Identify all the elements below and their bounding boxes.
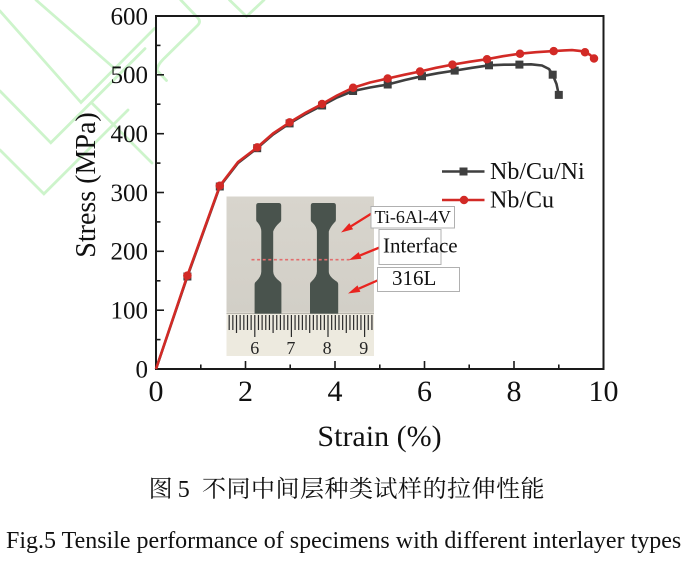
- svg-text:6: 6: [417, 375, 432, 408]
- svg-text:500: 500: [111, 62, 149, 89]
- svg-text:8: 8: [507, 375, 522, 408]
- svg-text:300: 300: [111, 180, 149, 207]
- svg-text:Fig.5 Tensile performance of s: Fig.5 Tensile performance of specimens w…: [6, 528, 681, 554]
- svg-text:10: 10: [589, 375, 619, 408]
- svg-text:9: 9: [359, 338, 368, 358]
- svg-text:Strain (%): Strain (%): [317, 420, 441, 453]
- svg-text:600: 600: [111, 3, 149, 30]
- svg-text:0: 0: [136, 356, 149, 383]
- svg-text:2: 2: [238, 375, 253, 408]
- svg-text:200: 200: [111, 239, 149, 266]
- svg-text:8: 8: [323, 338, 332, 358]
- svg-text:100: 100: [111, 298, 149, 325]
- svg-text:6: 6: [250, 338, 259, 358]
- svg-text:7: 7: [286, 338, 295, 358]
- svg-text:Stress (MPa): Stress (MPa): [71, 112, 102, 257]
- svg-text:4: 4: [328, 375, 343, 408]
- svg-text:Interface: Interface: [383, 234, 458, 258]
- svg-text:400: 400: [111, 121, 149, 148]
- svg-text:Ti-6Al-4V: Ti-6Al-4V: [375, 207, 451, 227]
- svg-text:Nb/Cu: Nb/Cu: [490, 188, 554, 214]
- svg-text:Nb/Cu/Ni: Nb/Cu/Ni: [490, 159, 585, 185]
- svg-text:0: 0: [149, 375, 164, 408]
- svg-text:5: 5: [178, 477, 190, 503]
- svg-text:316L: 316L: [392, 266, 436, 290]
